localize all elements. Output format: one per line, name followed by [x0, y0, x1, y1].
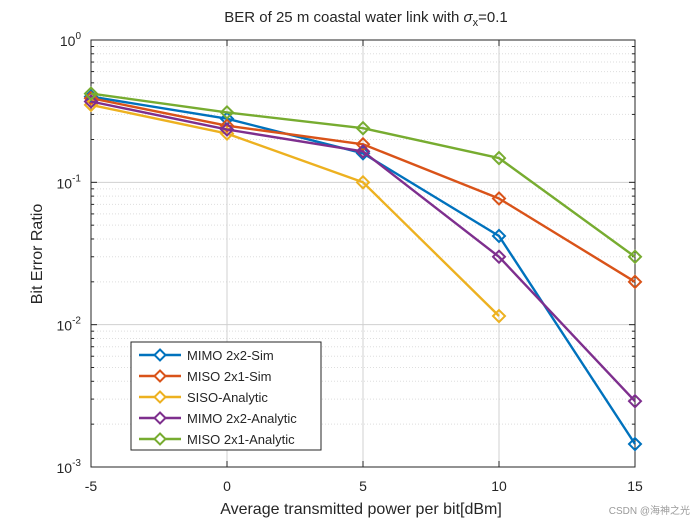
legend-label: MIMO 2x2-Analytic [187, 411, 297, 426]
x-tick-label: 10 [491, 478, 507, 494]
legend-label: MISO 2x1-Sim [187, 369, 272, 384]
watermark-text: CSDN @海神之光 [609, 504, 690, 517]
data-point-marker [491, 150, 507, 166]
chart-title: BER of 25 m coastal water link with σx=0… [224, 9, 507, 29]
data-point-marker [491, 228, 507, 244]
data-point-marker [219, 104, 235, 120]
y-tick-label: 10-3 [57, 458, 82, 476]
legend-entry: MIMO 2x2-Sim [139, 348, 274, 363]
x-axis-label: Average transmitted power per bit[dBm] [220, 501, 502, 518]
y-tick-label: 100 [60, 31, 82, 49]
data-point-marker [83, 86, 99, 102]
legend-label: MISO 2x1-Analytic [187, 432, 295, 447]
data-point-marker [491, 191, 507, 206]
legend-marker [153, 411, 167, 425]
series-line [90, 103, 500, 317]
legend-marker [153, 369, 167, 383]
series-layer [83, 86, 643, 452]
y-tick-label: 10-1 [57, 173, 82, 191]
series-miso-2x1-analytic [83, 86, 643, 265]
data-point-marker [491, 249, 507, 265]
legend-label: MIMO 2x2-Sim [187, 348, 274, 363]
x-tick-label: -5 [85, 478, 98, 494]
data-point-marker [219, 118, 235, 134]
x-tick-label: 15 [627, 478, 643, 494]
y-axis-label: Bit Error Ratio [29, 204, 46, 305]
y-tick-labels: 100 10-1 10-2 10-3 [57, 31, 82, 476]
y-tick-label: 10-2 [57, 316, 82, 334]
x-tick-label: 5 [359, 478, 367, 494]
series-mimo-2x2-analytic [83, 94, 643, 409]
legend-entry: MISO 2x1-Analytic [139, 432, 295, 447]
data-point-marker [627, 274, 643, 290]
data-point-marker [355, 174, 371, 190]
data-point-marker [355, 120, 371, 136]
legend: MIMO 2x2-Sim MISO 2x1-Sim SISO-Analytic MIM… [130, 341, 322, 451]
series-line [90, 92, 636, 258]
data-point-marker [83, 94, 99, 109]
legend-entry: SISO-Analytic [139, 390, 268, 405]
axis-ticks [90, 39, 636, 468]
data-point-marker [627, 436, 643, 452]
legend-entry: MIMO 2x2-Analytic [139, 411, 297, 426]
legend-marker [153, 348, 167, 362]
legend-label: SISO-Analytic [187, 390, 268, 405]
series-line [90, 100, 636, 403]
legend-entry: MISO 2x1-Sim [139, 369, 272, 384]
data-point-marker [219, 122, 235, 137]
legend-marker [153, 432, 167, 446]
legend-marker [153, 390, 167, 404]
x-tick-label: 0 [223, 478, 231, 494]
data-point-marker [627, 393, 643, 409]
data-point-marker [627, 249, 643, 265]
x-tick-labels: -5 0 5 10 15 [85, 478, 643, 494]
data-point-marker [491, 308, 507, 324]
data-point-marker [355, 143, 371, 159]
